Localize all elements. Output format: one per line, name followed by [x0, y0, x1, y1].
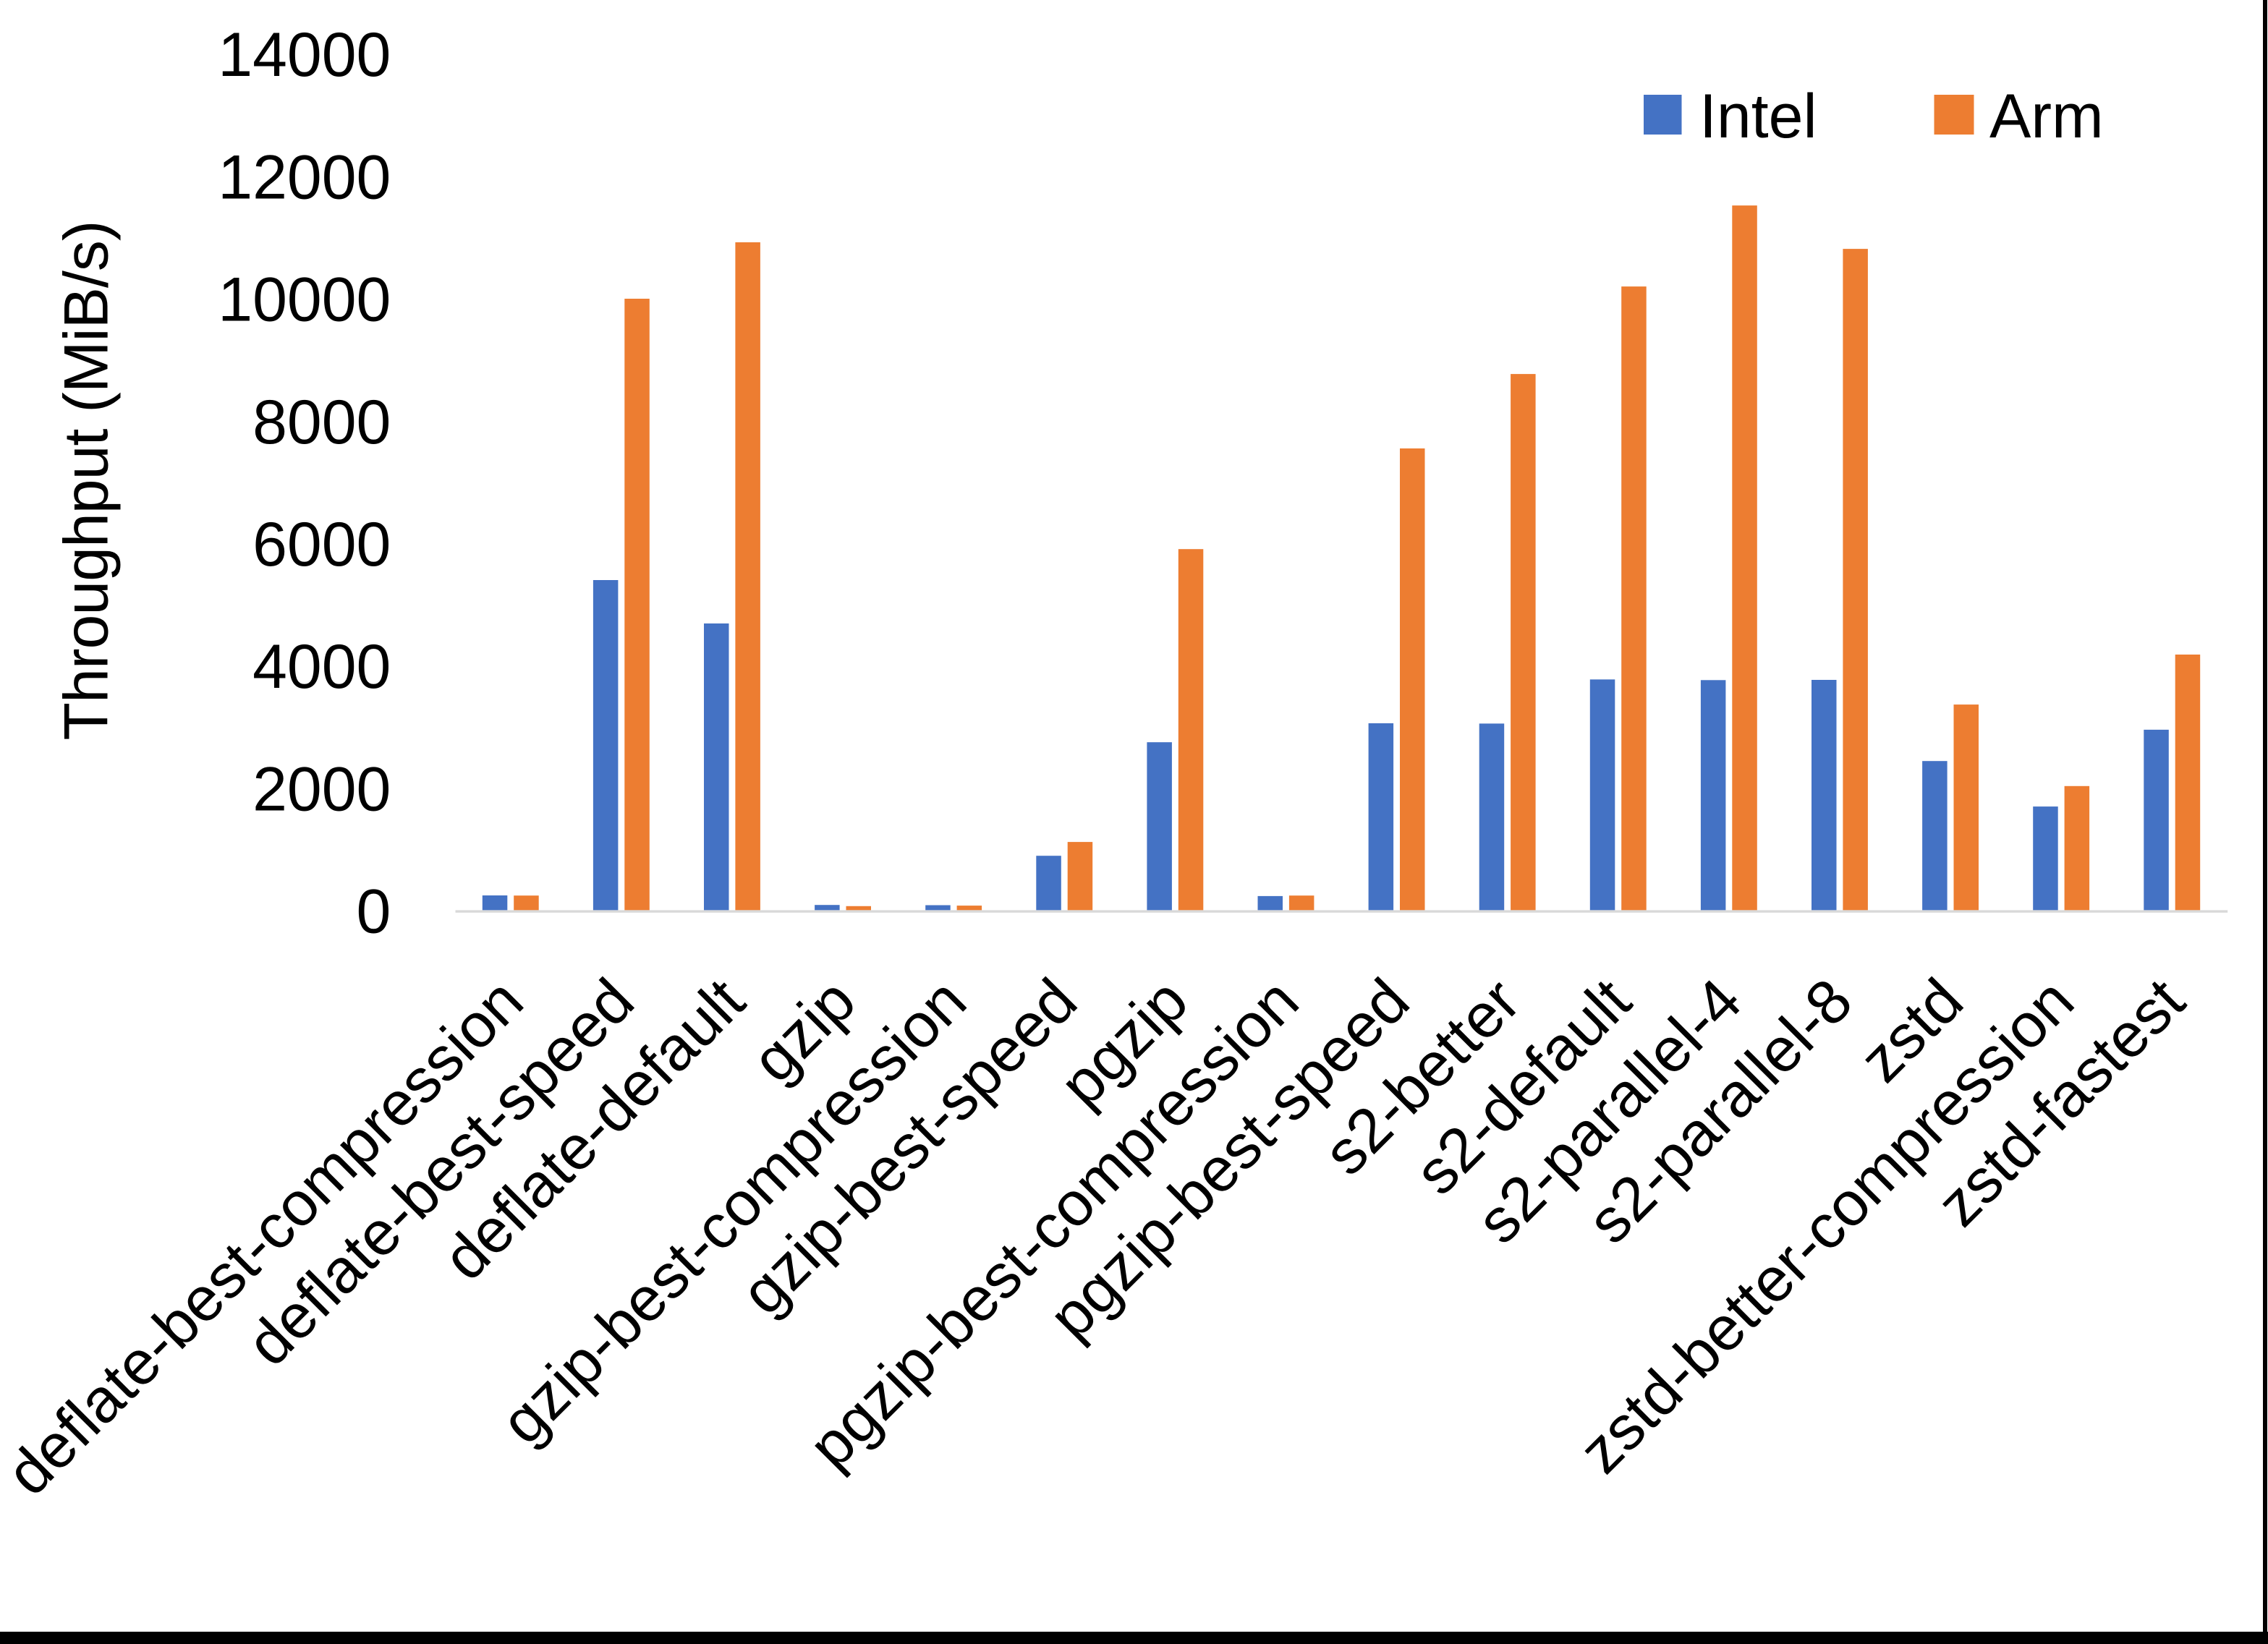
svg-text:14000: 14000 [218, 20, 391, 90]
svg-text:12000: 12000 [218, 142, 391, 212]
svg-text:6000: 6000 [252, 510, 391, 579]
svg-text:Intel: Intel [1699, 82, 1817, 151]
svg-text:2000: 2000 [252, 754, 391, 824]
svg-text:4000: 4000 [252, 632, 391, 702]
svg-text:10000: 10000 [218, 265, 391, 335]
svg-text:0: 0 [357, 877, 391, 947]
svg-text:8000: 8000 [252, 388, 391, 457]
svg-text:Arm: Arm [1989, 82, 2104, 151]
svg-text:Throughput (MiB/s): Throughput (MiB/s) [51, 221, 121, 740]
